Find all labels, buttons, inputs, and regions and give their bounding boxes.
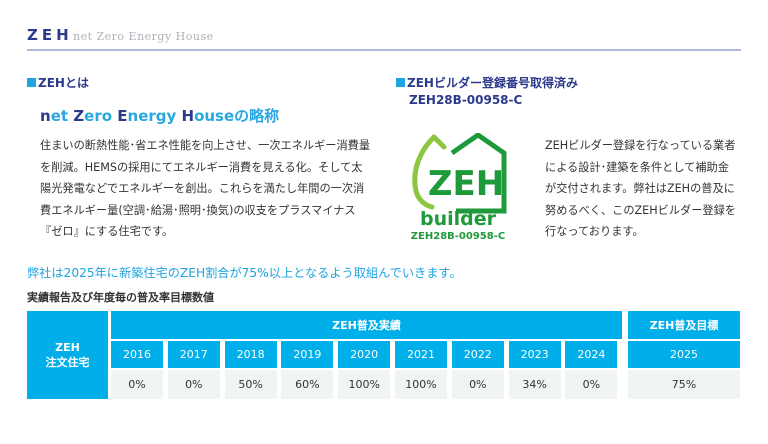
year-cell: 2020 (338, 341, 391, 368)
paragraph-line: による設計･建築を条件として補助金 (545, 160, 729, 174)
target-value-cell: 75% (628, 370, 740, 399)
paragraph-line: 費エネルギー量(空調･給湯･照明･換気)の収支をプラスマイナス (40, 203, 356, 217)
registration-number: ZEH28B-00958-C (409, 93, 523, 107)
about-heading-text: ZEHとは (38, 76, 89, 90)
square-bullet-icon (27, 78, 36, 87)
value-cell: 100% (395, 370, 447, 399)
value-cell: 60% (281, 370, 334, 399)
about-catchphrase: net Zero Energy Houseの略称 (40, 105, 279, 126)
catchphrase-part: ero (84, 107, 118, 125)
value-cell: 0% (451, 370, 504, 399)
zeh-builder-logo: ZEH builder ZEH28B-00958-C (408, 131, 523, 243)
year-cell: 2022 (451, 341, 504, 368)
year-cell: 2016 (111, 341, 163, 368)
builder-heading-text: ZEHビルダー登録番号取得済み (407, 76, 578, 90)
year-cell: 2023 (508, 341, 561, 368)
svg-text:ZEH28B-00958-C: ZEH28B-00958-C (411, 231, 505, 242)
value-cell: 50% (224, 370, 277, 399)
catchphrase-part: nergy (127, 107, 182, 125)
year-cell: 2021 (395, 341, 447, 368)
builder-paragraph: ZEHビルダー登録を行なっている業者 による設計･建築を条件として補助金 が交付… (545, 135, 755, 243)
value-cell: 0% (167, 370, 220, 399)
actual-group-header: ZEH普及実績 (111, 311, 622, 339)
catchphrase-part: et (50, 107, 74, 125)
paragraph-line: 行なっております。 (545, 225, 644, 238)
year-cell: 2019 (281, 341, 334, 368)
about-heading: ZEHとは (27, 74, 89, 91)
svg-text:builder: builder (420, 208, 497, 230)
goal-statement: 弊社は2025年に新築住宅のZEH割合が75%以上となるよう取組んでいきます。 (27, 266, 462, 280)
page-subtitle: net Zero Energy House (73, 30, 214, 43)
catchphrase-part: Z (73, 107, 85, 125)
target-group-header: ZEH普及目標 (628, 311, 740, 339)
row-header-line: ZEH (55, 341, 80, 354)
row-header-line: 注文住宅 (45, 356, 90, 369)
svg-text:ZEH: ZEH (428, 164, 504, 204)
paragraph-line: が交付されます。弊社はZEHの普及に (545, 182, 735, 195)
page-header: ZEH net Zero Energy House (27, 24, 741, 51)
zeh-house-logo-icon: ZEH builder ZEH28B-00958-C (411, 131, 507, 242)
value-cell: 0% (565, 370, 618, 399)
builder-heading: ZEHビルダー登録番号取得済み (396, 74, 578, 91)
catchphrase-part: H (181, 107, 195, 125)
paragraph-line: 住まいの断熱性能･省エネ性能を向上させ、一次エネルギー消費量 (40, 139, 371, 152)
year-cell: 2018 (224, 341, 277, 368)
paragraph-line: 『ゼロ』にする住宅です。 (40, 225, 174, 238)
paragraph-line: 陽光発電などでエネルギーを創出。これらを満たし年間の一次消 (40, 182, 365, 195)
value-cell: 0% (111, 370, 163, 399)
year-cell: 2017 (167, 341, 220, 368)
paragraph-line: ZEHビルダー登録を行なっている業者 (545, 139, 736, 152)
row-header: ZEH 注文住宅 (27, 311, 108, 399)
year-cell: 2024 (565, 341, 618, 368)
catchphrase-part: E (117, 107, 128, 125)
catchphrase-part: n (40, 107, 51, 125)
about-paragraph: 住まいの断熱性能･省エネ性能を向上させ、一次エネルギー消費量 を削減。HEMSの… (40, 135, 390, 243)
paragraph-line: を削減。HEMSの採用にてエネルギー消費を見える化。そして太 (40, 160, 363, 174)
catchphrase-part: ouseの略称 (194, 107, 280, 125)
square-bullet-icon (396, 78, 405, 87)
page-title: ZEH (27, 26, 73, 44)
target-year-cell: 2025 (628, 341, 740, 368)
table-title: 実績報告及び年度毎の普及率目標数値 (27, 291, 214, 304)
value-cell: 34% (508, 370, 561, 399)
value-cell: 100% (338, 370, 391, 399)
paragraph-line: 努めるべく、このZEHビルダー登録を (545, 203, 736, 217)
